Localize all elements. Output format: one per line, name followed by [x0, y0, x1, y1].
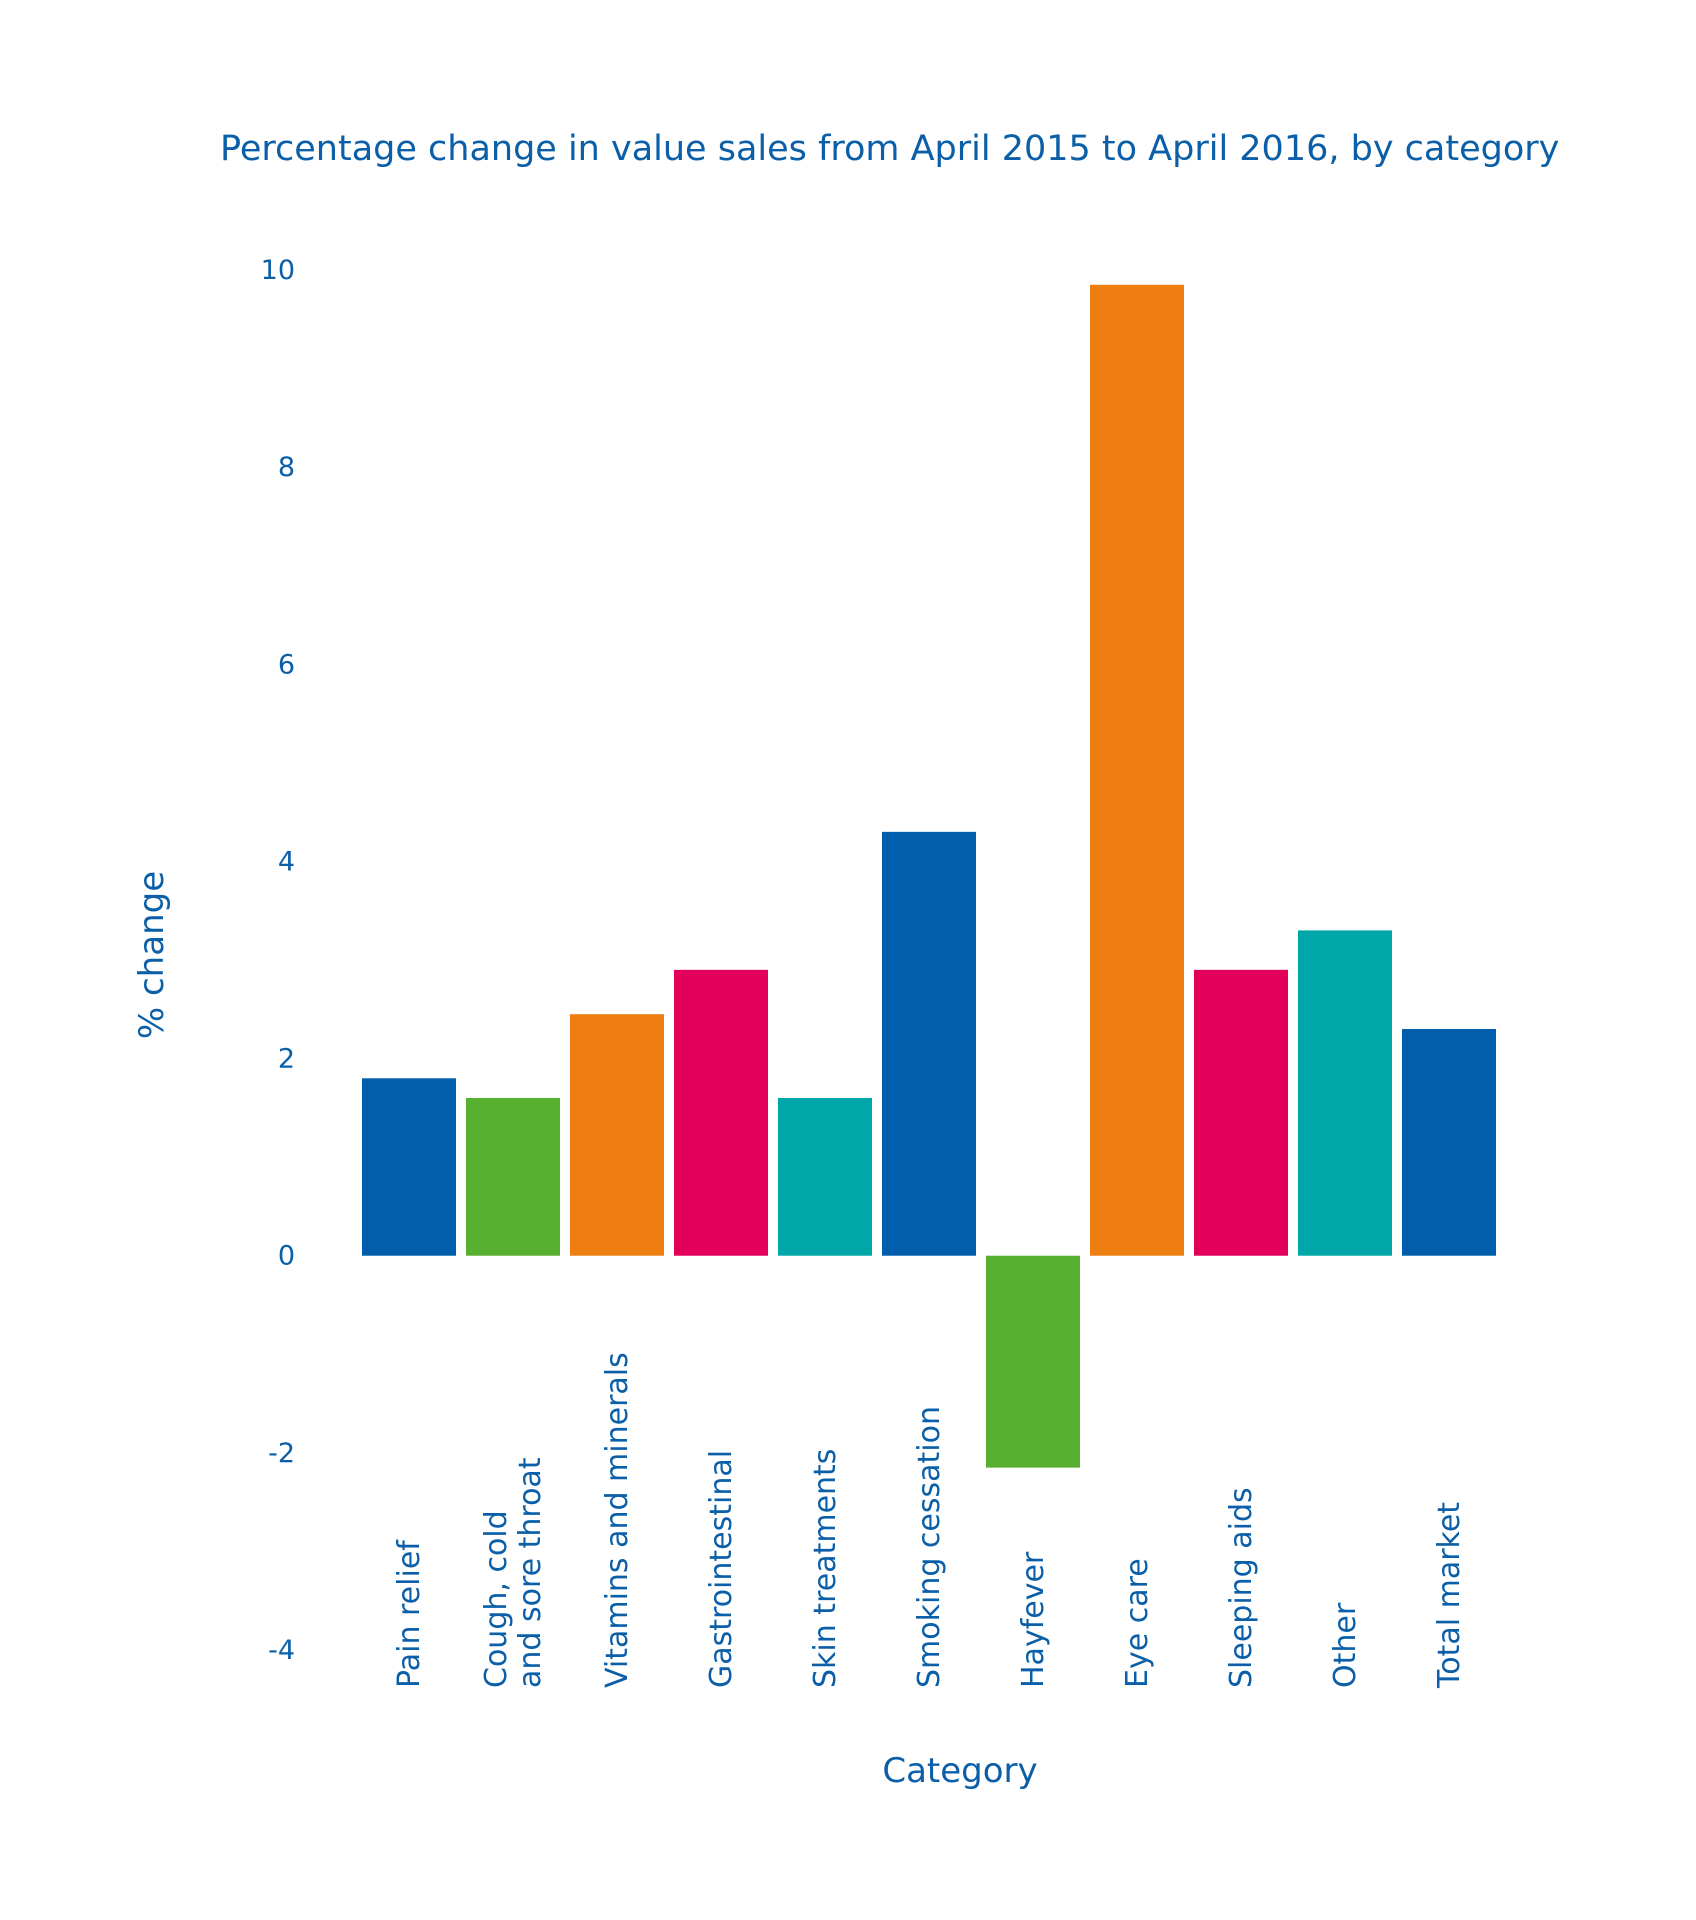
- y-tick-label: -2: [268, 1438, 295, 1469]
- bars: [362, 284, 1496, 1468]
- x-axis-title: Category: [882, 1751, 1037, 1791]
- x-tick-label: Smoking cessation: [912, 1406, 947, 1688]
- x-tick-label-line: Smoking cessation: [912, 1406, 947, 1688]
- x-tick-label: Sleeping aids: [1224, 1487, 1259, 1688]
- y-axis-title: % change: [132, 871, 172, 1039]
- x-tick-label: Pain relief: [392, 1539, 427, 1688]
- y-tick-label: 4: [278, 846, 295, 877]
- y-axis-ticks: 10 8 6 4 2 0 -2 -4: [261, 255, 295, 1666]
- x-tick-label: Cough, cold and sore throat: [479, 1457, 548, 1688]
- chart-title: Percentage change in value sales from Ap…: [220, 129, 1559, 169]
- y-tick-label: -4: [268, 1635, 295, 1666]
- x-tick-label: Hayfever: [1016, 1551, 1051, 1688]
- y-tick-label: 2: [278, 1044, 295, 1075]
- x-tick-label-line: Cough, cold: [479, 1510, 514, 1688]
- bar: [882, 831, 976, 1256]
- y-tick-label: 8: [278, 452, 295, 483]
- bar: [466, 1098, 560, 1256]
- x-tick-label-line: Skin treatments: [808, 1449, 843, 1688]
- bar: [778, 1098, 872, 1256]
- x-tick-label: Skin treatments: [808, 1449, 843, 1688]
- bar: [1298, 930, 1392, 1256]
- bar: [674, 969, 768, 1256]
- x-tick-label: Vitamins and minerals: [600, 1352, 635, 1688]
- x-tick-label-line: Sleeping aids: [1224, 1487, 1259, 1688]
- x-tick-label: Total market: [1432, 1502, 1467, 1689]
- y-tick-label: 0: [278, 1241, 295, 1272]
- x-tick-label-line: Vitamins and minerals: [600, 1352, 635, 1688]
- x-tick-label-line: Gastrointestinal: [704, 1450, 739, 1688]
- x-tick-label-line: Hayfever: [1016, 1551, 1051, 1688]
- bar: [362, 1078, 456, 1256]
- bar: [1090, 284, 1184, 1256]
- bar: [1194, 969, 1288, 1256]
- bar: [570, 1014, 664, 1256]
- bar: [986, 1255, 1080, 1468]
- x-tick-label: Other: [1328, 1602, 1363, 1688]
- x-tick-label-line: Other: [1328, 1602, 1363, 1688]
- x-tick-label: Gastrointestinal: [704, 1450, 739, 1688]
- x-tick-label-line: Total market: [1432, 1502, 1467, 1689]
- bar: [1402, 1029, 1496, 1256]
- y-tick-label: 10: [261, 255, 295, 286]
- x-tick-label-line: Eye care: [1120, 1558, 1155, 1688]
- x-tick-label: Eye care: [1120, 1558, 1155, 1688]
- x-tick-label-line: Pain relief: [392, 1539, 427, 1688]
- x-tick-label-line: and sore throat: [513, 1457, 548, 1688]
- x-axis-labels: Pain relief Cough, cold and sore throat Vit…: [392, 1352, 1467, 1689]
- y-tick-label: 6: [278, 649, 295, 680]
